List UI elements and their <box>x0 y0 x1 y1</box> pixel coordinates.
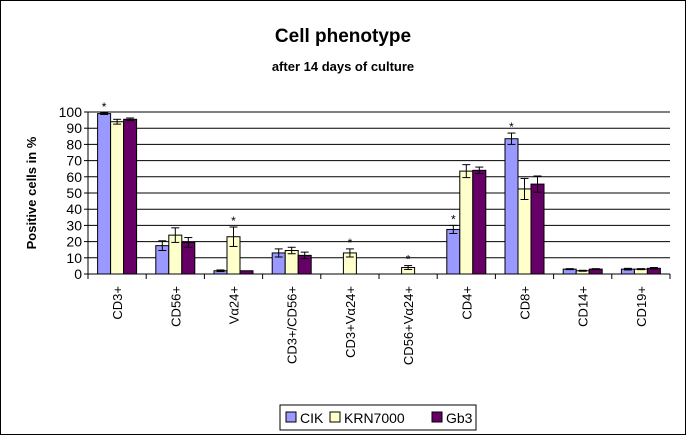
y-tick-label: 40 <box>66 201 82 217</box>
y-tick-label: 70 <box>66 153 82 169</box>
legend-label: KRN7000 <box>344 410 405 426</box>
bar-krn7000 <box>459 170 474 275</box>
bar-krn7000 <box>517 188 532 275</box>
x-tick-label: CD3+Vα24+ <box>343 286 358 358</box>
bar-cik <box>446 228 461 275</box>
y-tick-label: 0 <box>74 266 82 282</box>
bar-gb3 <box>239 270 254 275</box>
y-tick-label: 60 <box>66 169 82 185</box>
y-tick-label: 20 <box>66 234 82 250</box>
legend-label: Gb3 <box>446 410 473 426</box>
legend-swatch-krn7000 <box>329 411 341 423</box>
x-tick-label: Vα24+ <box>227 286 242 324</box>
x-tick-label: CD3+/CD56+ <box>285 286 300 364</box>
significance-marker: * <box>509 120 514 134</box>
y-axis-label: Positive cells in % <box>24 136 39 249</box>
bar-gb3 <box>472 169 487 275</box>
x-tick-label: CD56+Vα24+ <box>401 286 416 365</box>
chart-title: Cell phenotype <box>275 26 411 47</box>
legend-swatch-cik <box>285 411 297 423</box>
legend-label: CIK <box>300 410 324 426</box>
significance-marker: * <box>231 214 236 228</box>
y-tick-label: 10 <box>66 250 82 266</box>
x-tick-label: CD56+ <box>168 286 183 327</box>
y-tick-label: 80 <box>66 136 82 152</box>
y-tick-label: 90 <box>66 120 82 136</box>
legend-box <box>279 404 477 431</box>
y-tick-label: 100 <box>59 104 83 120</box>
x-tick-label: CD19+ <box>634 286 649 327</box>
legend-swatch-gb3 <box>431 411 443 423</box>
significance-marker: * <box>406 253 411 267</box>
y-tick-label: 30 <box>66 217 82 233</box>
chart-subtitle: after 14 days of culture <box>272 59 414 74</box>
bar-cik <box>97 113 112 275</box>
bar-cik <box>504 138 519 275</box>
x-tick-label: CD14+ <box>576 286 591 327</box>
significance-marker: * <box>451 212 456 226</box>
y-tick-label: 50 <box>66 185 82 201</box>
bar-gb3 <box>123 118 138 275</box>
x-tick-label: CD3+ <box>110 286 125 320</box>
x-tick-label: CD4+ <box>459 286 474 320</box>
bar-krn7000 <box>110 121 125 275</box>
bar-gb3 <box>530 183 545 275</box>
significance-marker: * <box>102 100 107 114</box>
significance-marker: * <box>348 236 353 250</box>
x-tick-label: CD8+ <box>518 286 533 320</box>
